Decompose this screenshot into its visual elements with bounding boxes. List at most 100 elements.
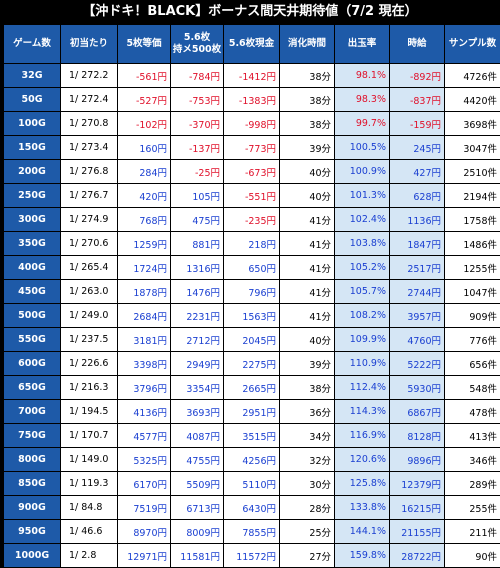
cell-ev5: 3181円 xyxy=(118,328,170,351)
cell-payout: 101.3% xyxy=(335,184,389,207)
cell-game: 800G xyxy=(4,448,60,471)
cell-game: 650G xyxy=(4,376,60,399)
header-prob: 初当たり xyxy=(61,25,117,63)
cell-ev56cash: -551円 xyxy=(224,184,279,207)
cell-ev56: 6713円 xyxy=(171,496,223,519)
cell-payout: 105.2% xyxy=(335,256,389,279)
table-row: 200G 1/ 276.8 284円 -25円 -673円 40分 100.9% 427円 25… xyxy=(4,160,500,183)
cell-prob: 1/ 249.0 xyxy=(61,304,117,327)
cell-samples: 2194件 xyxy=(445,184,500,207)
cell-samples: 1486件 xyxy=(445,232,500,255)
cell-ev56cash: 2951円 xyxy=(224,400,279,423)
table-row: 700G 1/ 194.5 4136円 3693円 2951円 36分 114.3% 6867… xyxy=(4,400,500,423)
cell-ev5: 8970円 xyxy=(118,520,170,543)
cell-ev56: 11581円 xyxy=(171,544,223,567)
cell-prob: 1/ 226.6 xyxy=(61,352,117,375)
cell-game: 150G xyxy=(4,136,60,159)
cell-hourly: 8128円 xyxy=(390,424,444,447)
table-row: 800G 1/ 149.0 5325円 4755円 4256円 32分 120.6% 9896… xyxy=(4,448,500,471)
cell-hourly: 4760円 xyxy=(390,328,444,351)
cell-payout: 98.1% xyxy=(335,64,389,87)
cell-game: 100G xyxy=(4,112,60,135)
cell-ev56: -370円 xyxy=(171,112,223,135)
table-row: 600G 1/ 226.6 3398円 2949円 2275円 39分 110.9% 5222… xyxy=(4,352,500,375)
cell-ev5: 4577円 xyxy=(118,424,170,447)
cell-prob: 1/ 270.8 xyxy=(61,112,117,135)
cell-game: 400G xyxy=(4,256,60,279)
cell-hourly: 2744円 xyxy=(390,280,444,303)
cell-prob: 1/ 149.0 xyxy=(61,448,117,471)
cell-ev5: 6170円 xyxy=(118,472,170,495)
cell-time: 38分 xyxy=(280,376,334,399)
cell-ev56cash: 796円 xyxy=(224,280,279,303)
cell-ev56cash: 2275円 xyxy=(224,352,279,375)
cell-ev56: -25円 xyxy=(171,160,223,183)
table-header-row: ゲーム数 初当たり 5枚等価 5.6枚 持メ500枚 5.6枚現金 消化時間 出… xyxy=(4,25,500,63)
cell-game: 250G xyxy=(4,184,60,207)
header-hourly: 時給 xyxy=(390,25,444,63)
table-row: 450G 1/ 263.0 1878円 1476円 796円 41分 105.7% 2744円… xyxy=(4,280,500,303)
cell-payout: 100.5% xyxy=(335,136,389,159)
cell-payout: 112.4% xyxy=(335,376,389,399)
cell-hourly: 628円 xyxy=(390,184,444,207)
cell-ev56: 3693円 xyxy=(171,400,223,423)
expected-value-table: ゲーム数 初当たり 5枚等価 5.6枚 持メ500枚 5.6枚現金 消化時間 出… xyxy=(3,24,500,568)
cell-ev56: 105円 xyxy=(171,184,223,207)
cell-samples: 909件 xyxy=(445,304,500,327)
header-payout: 出玉率 xyxy=(335,25,389,63)
cell-time: 38分 xyxy=(280,112,334,135)
cell-ev56: -753円 xyxy=(171,88,223,111)
cell-game: 600G xyxy=(4,352,60,375)
cell-ev5: 3398円 xyxy=(118,352,170,375)
cell-time: 41分 xyxy=(280,208,334,231)
cell-payout: 110.9% xyxy=(335,352,389,375)
table-body: 32G 1/ 272.2 -561円 -784円 -1412円 38分 98.1% -892円… xyxy=(4,64,500,567)
cell-samples: 656件 xyxy=(445,352,500,375)
cell-hourly: 245円 xyxy=(390,136,444,159)
cell-ev56cash: 3515円 xyxy=(224,424,279,447)
cell-ev56cash: 5110円 xyxy=(224,472,279,495)
cell-prob: 1/ 84.8 xyxy=(61,496,117,519)
table-row: 300G 1/ 274.9 768円 475円 -235円 41分 102.4% 1136円 1… xyxy=(4,208,500,231)
cell-payout: 125.8% xyxy=(335,472,389,495)
cell-game: 1000G xyxy=(4,544,60,567)
cell-samples: 255件 xyxy=(445,496,500,519)
cell-ev56cash: -998円 xyxy=(224,112,279,135)
cell-payout: 144.1% xyxy=(335,520,389,543)
cell-ev5: -527円 xyxy=(118,88,170,111)
cell-samples: 4726件 xyxy=(445,64,500,87)
cell-ev56cash: 1563円 xyxy=(224,304,279,327)
table-row: 750G 1/ 170.7 4577円 4087円 3515円 34分 116.9% 8128… xyxy=(4,424,500,447)
cell-ev5: 1259円 xyxy=(118,232,170,255)
cell-ev56: -137円 xyxy=(171,136,223,159)
table-row: 900G 1/ 84.8 7519円 6713円 6430円 28分 133.8% 16215… xyxy=(4,496,500,519)
table-row: 100G 1/ 270.8 -102円 -370円 -998円 38分 99.7% -159円… xyxy=(4,112,500,135)
cell-ev56: 1476円 xyxy=(171,280,223,303)
cell-time: 39分 xyxy=(280,136,334,159)
cell-game: 850G xyxy=(4,472,60,495)
cell-hourly: 9896円 xyxy=(390,448,444,471)
cell-time: 41分 xyxy=(280,256,334,279)
table-row: 1000G 1/ 2.8 12971円 11581円 11572円 27分 159.8% 28… xyxy=(4,544,500,567)
cell-hourly: -837円 xyxy=(390,88,444,111)
cell-time: 38分 xyxy=(280,88,334,111)
cell-hourly: 28722円 xyxy=(390,544,444,567)
cell-payout: 116.9% xyxy=(335,424,389,447)
cell-ev56: 4087円 xyxy=(171,424,223,447)
table-row: 850G 1/ 119.3 6170円 5509円 5110円 30分 125.8% 1237… xyxy=(4,472,500,495)
cell-prob: 1/ 276.7 xyxy=(61,184,117,207)
cell-ev5: 4136円 xyxy=(118,400,170,423)
cell-payout: 98.3% xyxy=(335,88,389,111)
page: 【沖ドキ！BLACK】ボーナス間天井期待値（7/2 現在） ゲーム数 初当たり … xyxy=(4,4,500,567)
table-row: 50G 1/ 272.4 -527円 -753円 -1383円 38分 98.3% -837円… xyxy=(4,88,500,111)
cell-prob: 1/ 170.7 xyxy=(61,424,117,447)
cell-time: 41分 xyxy=(280,280,334,303)
header-ev5: 5枚等価 xyxy=(118,25,170,63)
cell-samples: 346件 xyxy=(445,448,500,471)
cell-game: 700G xyxy=(4,400,60,423)
cell-samples: 478件 xyxy=(445,400,500,423)
cell-hourly: 5222円 xyxy=(390,352,444,375)
cell-hourly: 12379円 xyxy=(390,472,444,495)
cell-payout: 99.7% xyxy=(335,112,389,135)
cell-ev56cash: 4256円 xyxy=(224,448,279,471)
